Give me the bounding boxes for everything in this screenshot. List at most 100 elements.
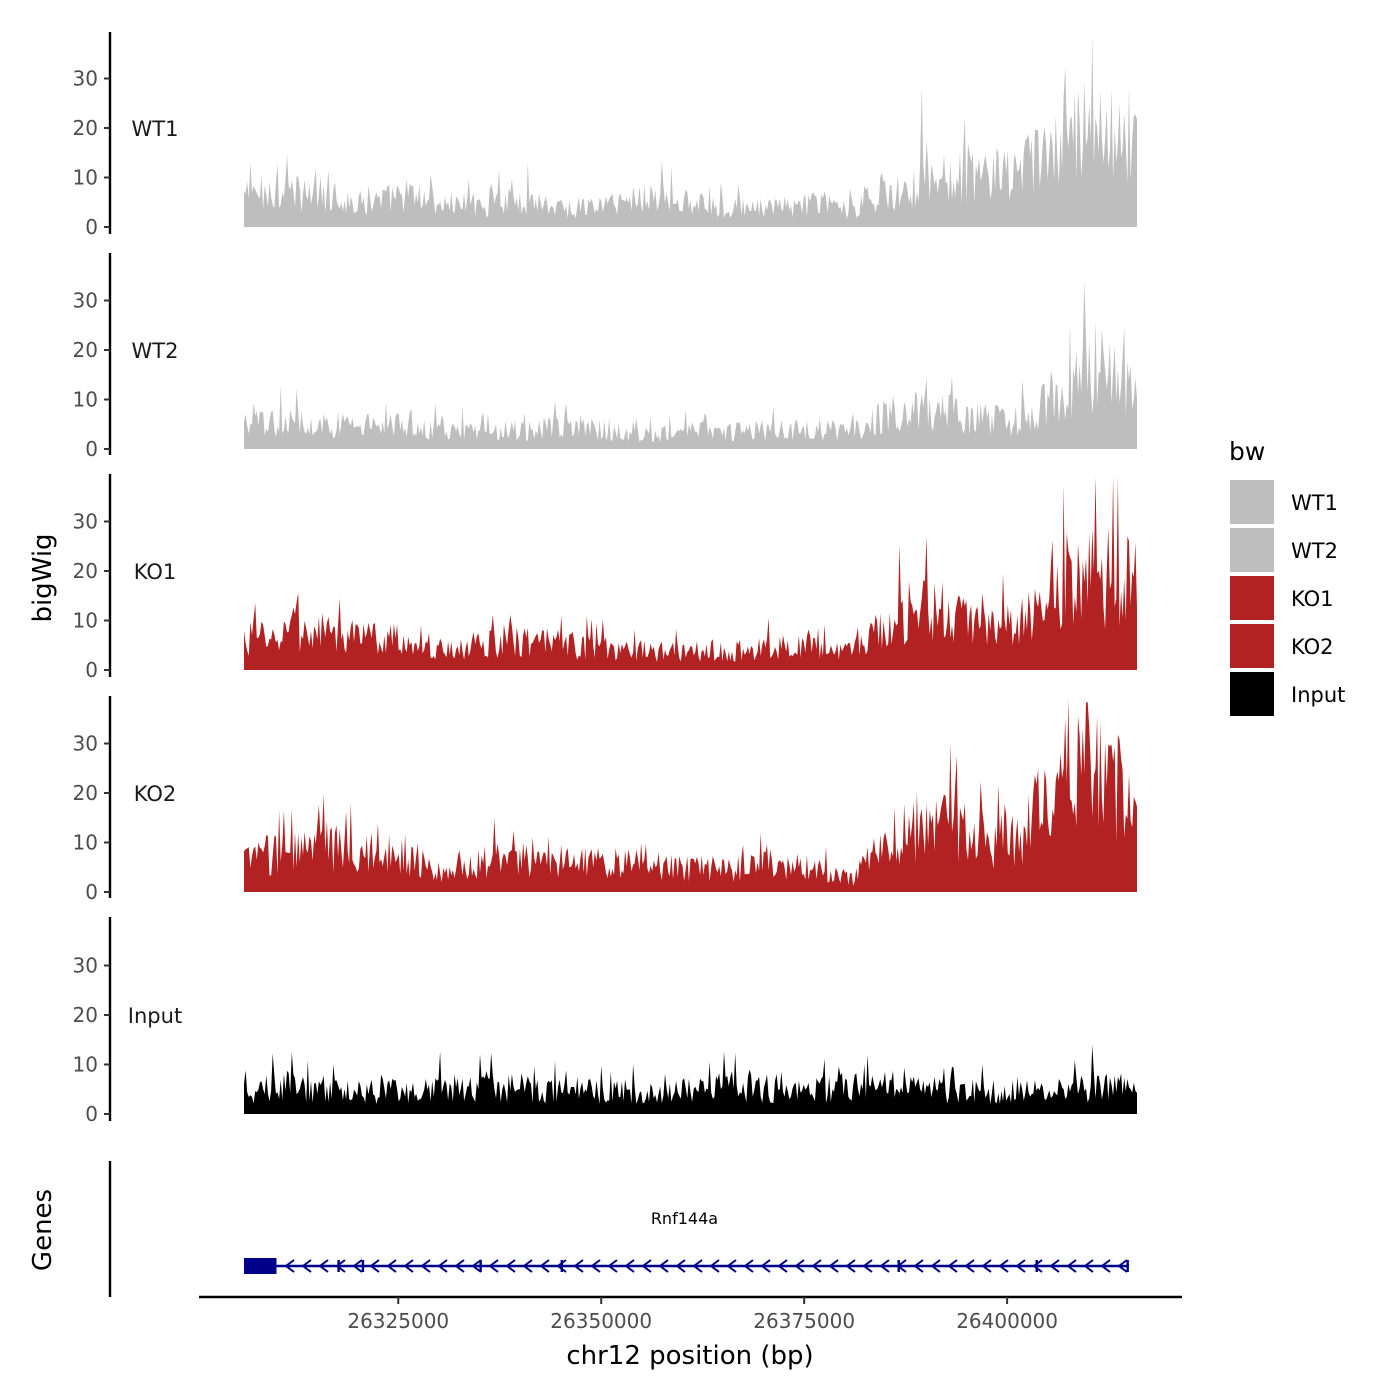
strand-arrow <box>539 1259 550 1273</box>
coverage-area-wt2 <box>244 280 1137 449</box>
legend-swatch <box>1230 480 1274 524</box>
y-tick-label: 10 <box>73 1053 98 1077</box>
genes-panel: Rnf144a <box>108 1161 1129 1297</box>
strand-arrow <box>556 1259 567 1273</box>
legend-item-input: Input <box>1230 672 1345 716</box>
strand-arrow <box>811 1259 822 1273</box>
strand-arrow <box>743 1259 754 1273</box>
strand-arrow <box>777 1259 788 1273</box>
legend-label: Input <box>1291 683 1345 707</box>
strand-arrow <box>658 1259 669 1273</box>
strand-arrow <box>420 1259 431 1273</box>
strand-arrow <box>1066 1259 1077 1273</box>
strand-arrow <box>879 1259 890 1273</box>
y-tick-label: 20 <box>73 781 98 805</box>
strand-arrow <box>930 1259 941 1273</box>
strand-arrow <box>454 1259 465 1273</box>
legend-swatch <box>1230 576 1274 620</box>
track-wt2: 0 10 20 30 WT2 <box>73 253 1137 461</box>
track-label: Input <box>128 1004 182 1028</box>
y-tick-label: 0 <box>85 658 98 682</box>
strand-arrow <box>522 1259 533 1273</box>
legend-label: KO2 <box>1291 635 1334 659</box>
strand-arrow <box>1015 1259 1026 1273</box>
strand-arrow <box>709 1259 720 1273</box>
strand-arrow <box>386 1259 397 1273</box>
strand-arrow <box>760 1259 771 1273</box>
y-tick-label: 30 <box>73 732 98 756</box>
strand-arrow <box>641 1259 652 1273</box>
track-label: WT2 <box>132 339 179 363</box>
legend-item-wt2: WT2 <box>1230 528 1338 572</box>
strand-arrow <box>590 1259 601 1273</box>
y-tick-label: 0 <box>85 437 98 461</box>
y-tick-label: 0 <box>85 1102 98 1126</box>
strand-arrow <box>845 1259 856 1273</box>
y-tick-label: 20 <box>73 559 98 583</box>
legend-label: WT1 <box>1291 491 1338 515</box>
x-axis-title: chr12 position (bp) <box>566 1341 813 1371</box>
strand-arrow <box>301 1259 312 1273</box>
track-ko2: 0 10 20 30 KO2 <box>73 696 1137 904</box>
y-tick-label: 10 <box>73 388 98 412</box>
track-label: KO1 <box>134 560 177 584</box>
strand-arrow <box>488 1259 499 1273</box>
coverage-area-input <box>244 1044 1137 1114</box>
signal-tracks: 0 10 20 30 WT1 0 10 20 30 WT2 0 10 20 30 KO1 0 10 20 30 KO2… <box>73 32 1137 1126</box>
strand-arrow <box>284 1259 295 1273</box>
legend-item-ko1: KO1 <box>1230 576 1334 620</box>
strand-arrow <box>352 1259 363 1273</box>
gene-exon <box>1126 1260 1129 1272</box>
coverage-area-ko2 <box>244 699 1137 892</box>
y-tick-label: 10 <box>73 609 98 633</box>
gene-rnf144a: Rnf144a <box>244 1209 1129 1274</box>
gene-exon <box>244 1258 277 1274</box>
strand-arrow <box>318 1259 329 1273</box>
strand-arrow <box>505 1259 516 1273</box>
y-tick-label: 30 <box>73 510 98 534</box>
strand-arrow <box>1083 1259 1094 1273</box>
strand-arrow <box>998 1259 1009 1273</box>
strand-arrow <box>862 1259 873 1273</box>
x-tick-label: 26400000 <box>956 1309 1058 1333</box>
y-tick-label: 20 <box>73 338 98 362</box>
x-axis: 26325000 26350000 26375000 26400000 <box>199 1295 1182 1333</box>
strand-arrow <box>1049 1259 1060 1273</box>
gene-exon <box>897 1260 900 1272</box>
strand-arrow <box>726 1259 737 1273</box>
genes-axis-title: Genes <box>28 1189 58 1271</box>
strand-arrow <box>335 1259 346 1273</box>
strand-arrow <box>947 1259 958 1273</box>
strand-arrow <box>1100 1259 1111 1273</box>
track-input: 0 10 20 30 Input <box>73 917 1137 1126</box>
y-tick-label: 30 <box>73 954 98 978</box>
strand-arrow <box>913 1259 924 1273</box>
legend-title: bw <box>1229 437 1265 466</box>
gene-exon <box>479 1260 482 1272</box>
gene-exon <box>560 1260 564 1272</box>
legend-swatch <box>1230 528 1274 572</box>
y-tick-label: 10 <box>73 166 98 190</box>
strand-arrow <box>675 1259 686 1273</box>
y-tick-label: 20 <box>73 116 98 140</box>
strand-arrow <box>794 1259 805 1273</box>
y-tick-label: 20 <box>73 1003 98 1027</box>
strand-arrow <box>964 1259 975 1273</box>
track-label: KO2 <box>134 782 177 806</box>
legend-item-wt1: WT1 <box>1230 480 1338 524</box>
gene-exon <box>1035 1260 1038 1272</box>
strand-arrow <box>1032 1259 1043 1273</box>
gene-label: Rnf144a <box>651 1209 718 1228</box>
x-tick-label: 26350000 <box>550 1309 652 1333</box>
legend-label: WT2 <box>1291 539 1338 563</box>
coverage-area-wt1 <box>244 33 1137 228</box>
x-tick-label: 26375000 <box>753 1309 855 1333</box>
legend-swatch <box>1230 672 1274 716</box>
strand-arrow <box>573 1259 584 1273</box>
legend-label: KO1 <box>1291 587 1334 611</box>
strand-arrow <box>692 1259 703 1273</box>
legend-swatch <box>1230 624 1274 668</box>
gene-exon <box>361 1260 365 1272</box>
strand-arrow <box>607 1259 618 1273</box>
